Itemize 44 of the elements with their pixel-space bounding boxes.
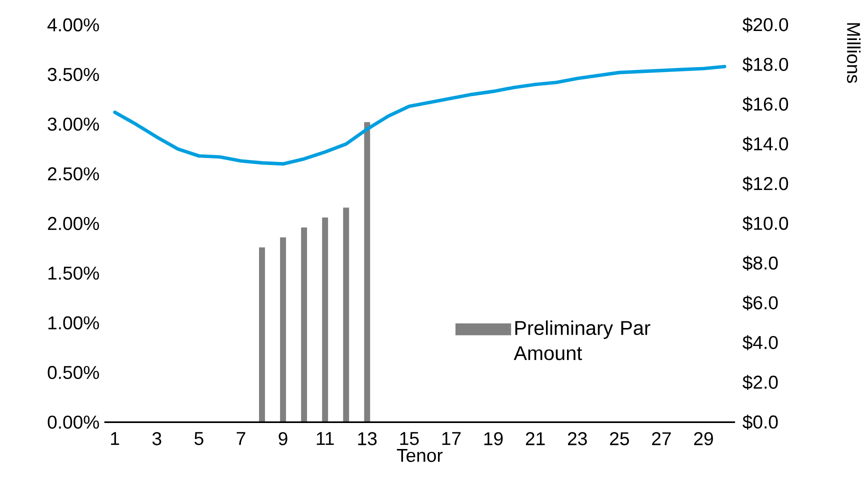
x-tick-label: 17	[442, 432, 461, 446]
x-tick-label: 19	[484, 432, 503, 446]
x-axis-title: Tenor	[396, 449, 443, 462]
y-tick-label: 2.50%	[48, 167, 99, 181]
y-tick-label: 3.00%	[48, 118, 99, 131]
bar	[364, 122, 370, 422]
y2-tick-label: $2.0	[742, 375, 778, 390]
x-tick-label: 11	[316, 432, 334, 446]
x-tick-label: 7	[236, 432, 246, 446]
y2-axis-title: Millions	[846, 23, 861, 84]
x-tick-label: 13	[358, 432, 377, 446]
y2-tick-label: $4.0	[742, 335, 778, 350]
x-tick-label: 5	[194, 432, 204, 446]
x-tick-label: 27	[652, 432, 671, 446]
y2-tick-label: $20.0	[742, 17, 788, 32]
x-tick-label: 9	[278, 432, 288, 446]
y2-tick-label: $0.0	[742, 414, 778, 430]
x-tick-label: 15	[400, 432, 419, 446]
y-tick-label: 1.50%	[48, 266, 99, 280]
bar	[301, 228, 308, 422]
bar	[322, 218, 328, 422]
bar	[259, 247, 265, 422]
y-tick-label: 2.00%	[48, 217, 99, 230]
bar	[343, 208, 350, 422]
y2-tick-label: $6.0	[742, 296, 778, 311]
y-tick-label: 3.50%	[48, 68, 99, 82]
y2-tick-label: $12.0	[742, 176, 788, 192]
y-tick-label: 4.00%	[47, 18, 99, 32]
x-tick-label: 3	[152, 432, 162, 446]
y2-tick-label: $14.0	[742, 136, 788, 152]
y-tick-label: 1.00%	[48, 316, 99, 330]
legend-label: Preliminary Par Amount	[514, 320, 650, 360]
x-tick-label: 29	[694, 432, 713, 446]
y-tick-label: 0.50%	[48, 366, 99, 380]
y2-tick-label: $16.0	[742, 96, 788, 112]
y-tick-label: 0.00%	[48, 416, 99, 429]
bar	[280, 238, 286, 422]
x-tick-label: 25	[610, 432, 629, 446]
y2-tick-label: $18.0	[742, 57, 788, 72]
x-tick-label: 1	[111, 432, 120, 446]
x-tick-label: 21	[526, 432, 545, 446]
y2-tick-label: $8.0	[742, 256, 778, 271]
y2-tick-label: $10.0	[742, 216, 788, 232]
x-tick-label: 23	[568, 432, 587, 446]
